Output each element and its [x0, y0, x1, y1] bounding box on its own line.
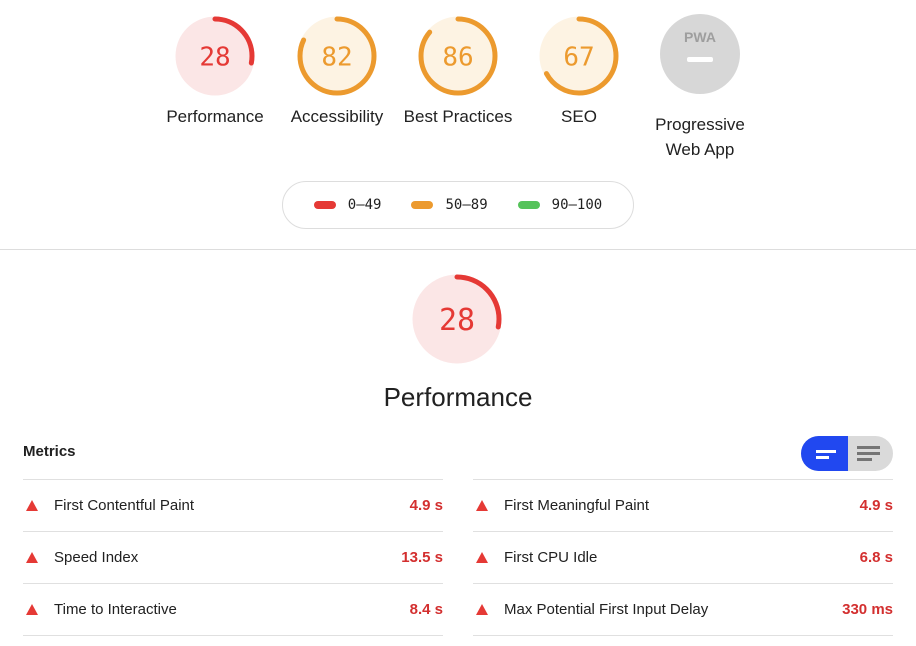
- gauge-performance[interactable]: 28 Performance: [155, 12, 275, 129]
- performance-title: Performance: [383, 382, 533, 412]
- legend-fail: 0–49: [313, 197, 381, 213]
- divider: [0, 249, 916, 250]
- metrics-heading: Metrics: [23, 443, 76, 460]
- fail-triangle-icon: [476, 500, 488, 511]
- metric-name: Max Potential First Input Delay: [504, 601, 709, 618]
- metrics-right-column: First Meaningful Paint 4.9 s First CPU Idl…: [473, 479, 893, 636]
- metric-value: 13.5 s: [401, 549, 443, 566]
- compact-view-button[interactable]: [801, 436, 848, 471]
- svg-text:PWA: PWA: [684, 29, 716, 45]
- gauge-score: 28: [439, 303, 475, 338]
- metric-name: First Meaningful Paint: [504, 497, 650, 514]
- gauge-label: Performance: [166, 107, 264, 126]
- metric-row: Speed Index 13.5 s: [23, 531, 443, 583]
- gauge-score: 28: [199, 42, 230, 72]
- gauge-label: SEO: [561, 107, 597, 126]
- gauge-arc: [418, 16, 498, 96]
- fail-triangle-icon: [26, 604, 38, 615]
- metrics-left-column: First Contentful Paint 4.9 s Speed Index 13…: [23, 479, 443, 636]
- gauge-ring: 86: [418, 16, 498, 96]
- metric-value: 8.4 s: [409, 601, 443, 618]
- compact-view-icon: [816, 450, 836, 459]
- gauge-label: Progressive Web App: [655, 115, 745, 159]
- performance-gauge: 28: [408, 270, 506, 373]
- legend-pass: 90–100: [517, 197, 602, 213]
- metric-row: Time to Interactive 8.4 s: [23, 583, 443, 636]
- gauge-best-practices[interactable]: 86 Best Practices: [398, 12, 518, 129]
- gauge-label: Best Practices: [403, 107, 513, 126]
- metric-name: Time to Interactive: [54, 601, 177, 618]
- gauge-arc: [412, 274, 502, 364]
- metric-row: First Meaningful Paint 4.9 s: [473, 479, 893, 531]
- metric-name: Speed Index: [54, 549, 139, 566]
- gauge-seo[interactable]: 67 SEO: [519, 12, 639, 129]
- legend-average: 50–89: [411, 197, 488, 213]
- gauge-ring: 28: [412, 274, 502, 364]
- gauge-ring: 67: [539, 16, 619, 96]
- metric-row: Max Potential First Input Delay 330 ms: [473, 583, 893, 636]
- gauge-progressive-web-app[interactable]: PWA Progressive Web App: [640, 12, 760, 162]
- fail-triangle-icon: [26, 552, 38, 563]
- gauge-ring: 28: [175, 16, 255, 96]
- expanded-view-button[interactable]: [848, 436, 893, 471]
- metrics-view-toggle[interactable]: [801, 436, 893, 471]
- gauge-ring: 82: [297, 16, 377, 96]
- gauge-score: 82: [321, 42, 352, 72]
- gauge-score: 67: [563, 42, 594, 72]
- expanded-view-icon: [857, 446, 880, 461]
- metric-name: First CPU Idle: [504, 549, 598, 566]
- gauge-score: 86: [442, 42, 473, 72]
- gauge-arc: [539, 16, 619, 96]
- gauge-arc: [297, 16, 377, 96]
- gauge-label: Accessibility: [290, 107, 384, 126]
- fail-triangle-icon: [476, 604, 488, 615]
- metric-value: 4.9 s: [859, 497, 893, 514]
- metric-value: 4.9 s: [409, 497, 443, 514]
- metric-value: 330 ms: [842, 601, 893, 618]
- score-legend: 0–49 50–89 90–100: [282, 181, 634, 229]
- metric-row: First Contentful Paint 4.9 s: [23, 479, 443, 531]
- pwa-icon: PWA: [660, 14, 740, 94]
- metric-row: First CPU Idle 6.8 s: [473, 531, 893, 583]
- metric-name: First Contentful Paint: [54, 497, 195, 514]
- metric-value: 6.8 s: [859, 549, 893, 566]
- fail-triangle-icon: [476, 552, 488, 563]
- fail-triangle-icon: [26, 500, 38, 511]
- gauge-accessibility[interactable]: 82 Accessibility: [277, 12, 397, 129]
- gauge-arc: [175, 16, 255, 96]
